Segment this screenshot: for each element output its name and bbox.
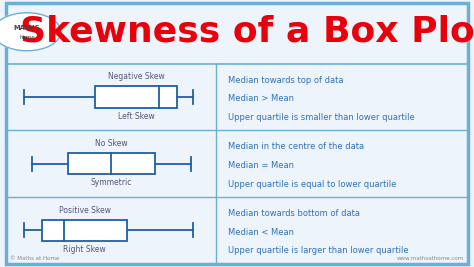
Text: Median > Mean: Median > Mean xyxy=(228,94,293,103)
Text: Skewness of a Box Plot: Skewness of a Box Plot xyxy=(20,15,474,49)
Bar xyxy=(95,86,177,108)
Text: Median towards top of data: Median towards top of data xyxy=(228,76,343,85)
Text: Left Skew: Left Skew xyxy=(118,112,155,121)
Text: Symmetric: Symmetric xyxy=(91,178,132,187)
Text: Upper quartile is larger than lower quartile: Upper quartile is larger than lower quar… xyxy=(228,246,408,256)
Text: No Skew: No Skew xyxy=(95,139,128,148)
Text: Median in the centre of the data: Median in the centre of the data xyxy=(228,142,364,151)
FancyBboxPatch shape xyxy=(6,3,468,264)
Text: Right Skew: Right Skew xyxy=(63,245,106,254)
Text: © Maths at Home: © Maths at Home xyxy=(10,256,60,261)
Text: www.mathsathome.com: www.mathsathome.com xyxy=(396,256,464,261)
Text: Positive Skew: Positive Skew xyxy=(58,206,110,215)
Text: Median = Mean: Median = Mean xyxy=(228,161,293,170)
Text: Negative Skew: Negative Skew xyxy=(108,72,164,81)
Circle shape xyxy=(0,13,61,51)
Bar xyxy=(68,153,155,174)
Bar xyxy=(42,220,128,241)
Text: home: home xyxy=(19,35,35,40)
Text: Median towards bottom of data: Median towards bottom of data xyxy=(228,209,359,218)
Text: Upper quartile is smaller than lower quartile: Upper quartile is smaller than lower qua… xyxy=(228,113,414,122)
Text: Median < Mean: Median < Mean xyxy=(228,228,293,237)
Text: MATHS: MATHS xyxy=(14,25,40,31)
Text: Upper quartile is equal to lower quartile: Upper quartile is equal to lower quartil… xyxy=(228,180,396,189)
